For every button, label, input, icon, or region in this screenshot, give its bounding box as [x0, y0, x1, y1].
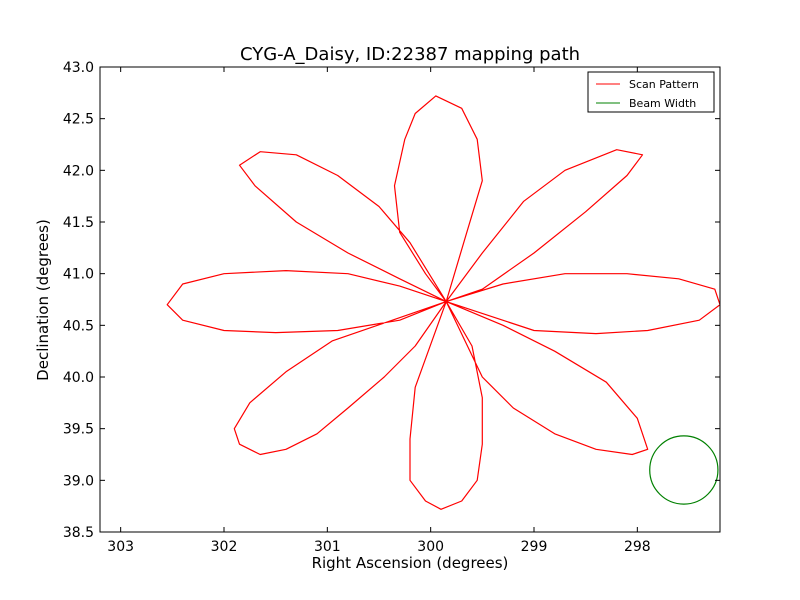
y-tick-label: 38.5 [63, 525, 94, 541]
x-tick-label: 298 [624, 539, 651, 555]
y-tick-label: 43.0 [63, 60, 94, 76]
y-tick-label: 40.5 [63, 318, 94, 334]
scan-pattern-line [166, 95, 720, 510]
legend-box [587, 71, 715, 113]
x-axis: 303 302 301 300 299 298 [107, 67, 651, 555]
x-tick-label: 301 [314, 539, 341, 555]
series-layer [166, 95, 720, 510]
legend-label-scan-pattern: Scan Pattern [629, 78, 699, 91]
y-tick-label: 40.0 [63, 370, 94, 386]
x-tick-label: 299 [521, 539, 548, 555]
beam-width-circle [649, 435, 719, 505]
x-tick-label: 303 [107, 539, 134, 555]
y-tick-label: 42.5 [63, 112, 94, 128]
legend-label-beam-width: Beam Width [629, 97, 696, 110]
x-tick-label: 302 [211, 539, 238, 555]
y-tick-label: 39.5 [63, 422, 94, 438]
x-tick-label: 300 [417, 539, 444, 555]
chart-title: CYG-A_Daisy, ID:22387 mapping path [240, 44, 580, 65]
legend: Scan Pattern Beam Width [587, 71, 715, 113]
x-axis-label: Right Ascension (degrees) [312, 554, 509, 572]
plot-area [99, 66, 721, 533]
y-tick-label: 41.0 [63, 267, 94, 283]
y-tick-label: 39.0 [63, 473, 94, 489]
plot-frame [99, 66, 721, 533]
y-tick-label: 42.0 [63, 163, 94, 179]
y-tick-label: 41.5 [63, 215, 94, 231]
y-axis-label: Declination (degrees) [34, 219, 52, 381]
y-axis: 38.5 39.0 39.5 40.0 40.5 41.0 41.5 42.0 42.5 43.0 [63, 60, 720, 541]
